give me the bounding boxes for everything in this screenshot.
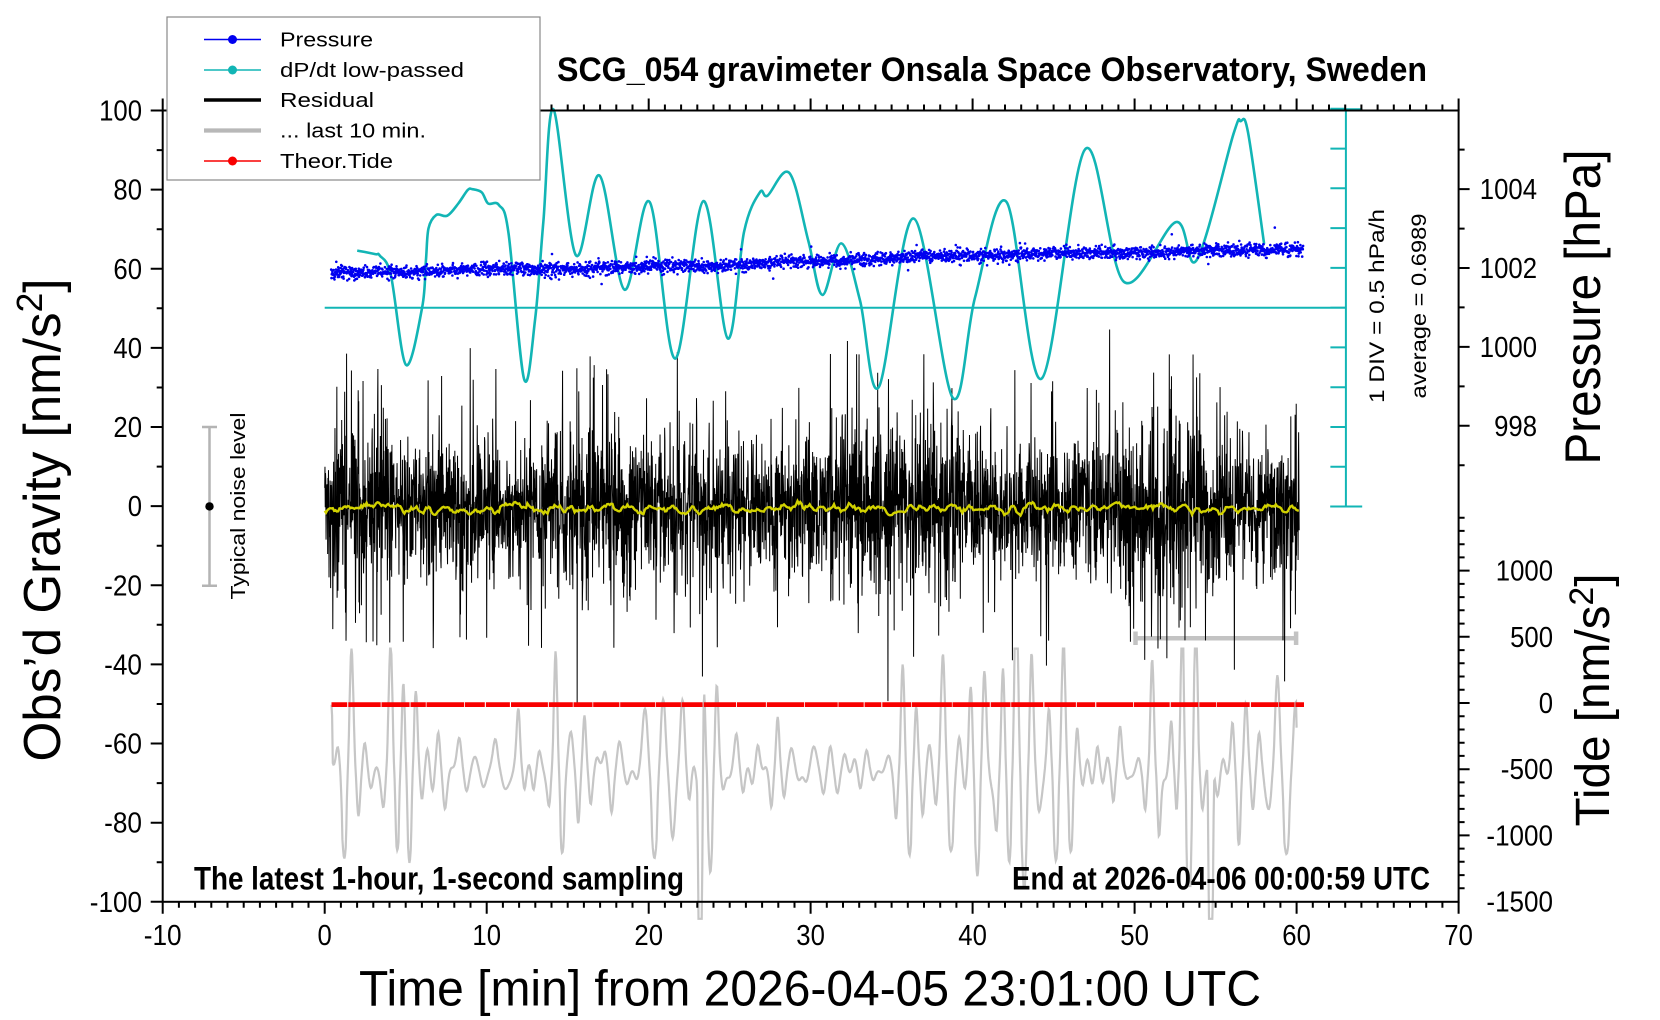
svg-text:10: 10: [472, 920, 501, 952]
svg-text:60: 60: [113, 254, 142, 286]
svg-text:40: 40: [113, 333, 142, 365]
svg-text:-40: -40: [104, 649, 142, 681]
svg-text:500: 500: [1510, 622, 1553, 654]
svg-text:dP/dt low-passed: dP/dt low-passed: [280, 60, 464, 82]
svg-text:40: 40: [958, 920, 987, 952]
svg-text:-1500: -1500: [1486, 887, 1553, 919]
svg-text:Theor.Tide: Theor.Tide: [280, 151, 393, 173]
svg-text:End at 2026-04-06 00:00:59 UTC: End at 2026-04-06 00:00:59 UTC: [1012, 861, 1430, 897]
svg-text:20: 20: [113, 412, 142, 444]
svg-text:1000: 1000: [1496, 556, 1553, 588]
svg-text:1004: 1004: [1480, 174, 1537, 206]
svg-text:... last 10 min.: ... last 10 min.: [280, 121, 426, 143]
svg-text:20: 20: [634, 920, 663, 952]
svg-text:-500: -500: [1501, 754, 1553, 786]
svg-text:average = 0.6989: average = 0.6989: [1407, 214, 1431, 399]
svg-text:Typical noise level: Typical noise level: [227, 413, 250, 600]
svg-text:0: 0: [128, 491, 142, 523]
svg-text:0: 0: [1539, 688, 1553, 720]
svg-text:1000: 1000: [1480, 332, 1537, 364]
svg-text:Obs’d Gravity [nm/s2]: Obs’d Gravity [nm/s2]: [9, 279, 72, 762]
svg-text:1002: 1002: [1480, 253, 1537, 285]
svg-text:-10: -10: [144, 920, 182, 952]
svg-text:Pressure: Pressure: [280, 30, 373, 52]
svg-text:60: 60: [1282, 920, 1311, 952]
svg-text:-80: -80: [104, 808, 142, 840]
svg-text:50: 50: [1120, 920, 1149, 952]
svg-text:SCG_054 gravimeter Onsala Spac: SCG_054 gravimeter Onsala Space Observat…: [557, 51, 1427, 89]
svg-text:30: 30: [796, 920, 825, 952]
svg-text:100: 100: [99, 96, 142, 128]
svg-text:0: 0: [318, 920, 332, 952]
svg-text:Residual: Residual: [280, 90, 374, 112]
svg-text:998: 998: [1494, 411, 1537, 443]
svg-text:-20: -20: [104, 570, 142, 602]
svg-text:Time [min] from 2026-04-05 23:: Time [min] from 2026-04-05 23:01:00 UTC: [359, 961, 1261, 1017]
svg-text:80: 80: [113, 175, 142, 207]
svg-text:Pressure [hPa]: Pressure [hPa]: [1555, 150, 1611, 465]
svg-text:-60: -60: [104, 729, 142, 761]
svg-text:70: 70: [1444, 920, 1473, 952]
svg-text:Tide [nm/s2]: Tide [nm/s2]: [1563, 574, 1620, 827]
svg-text:1 DIV = 0.5 hPa/h: 1 DIV = 0.5 hPa/h: [1365, 209, 1389, 403]
svg-text:The latest 1-hour, 1-second sa: The latest 1-hour, 1-second sampling: [194, 861, 684, 897]
svg-text:-100: -100: [90, 887, 142, 919]
svg-text:-1000: -1000: [1486, 820, 1553, 852]
